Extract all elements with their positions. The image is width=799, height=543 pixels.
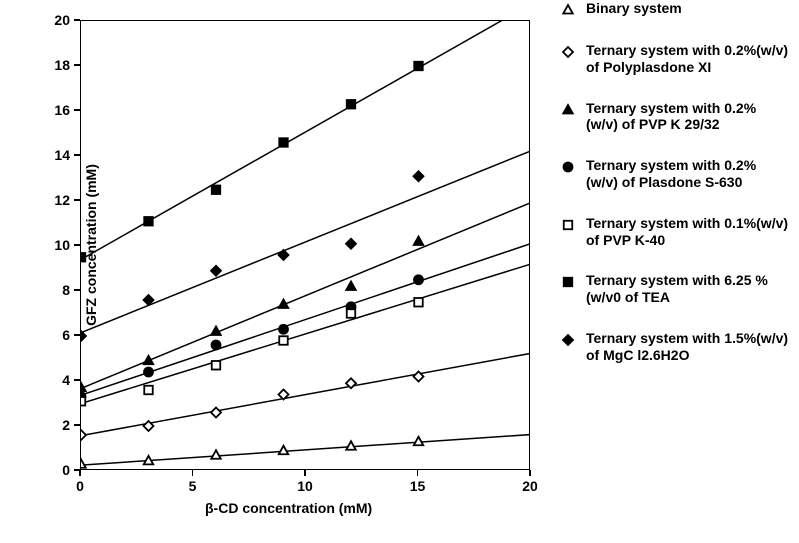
legend-marker-icon [560, 159, 576, 175]
series-marker [279, 325, 288, 334]
y-tick-label: 0 [40, 462, 70, 478]
series-marker [347, 309, 356, 318]
y-tick-label: 4 [40, 372, 70, 388]
series-marker [212, 361, 221, 370]
y-tick-label: 2 [40, 417, 70, 433]
legend-label: Binary system [586, 0, 790, 17]
y-tick-label: 20 [40, 12, 70, 28]
legend-marker-icon [560, 332, 576, 348]
y-tick [74, 289, 80, 291]
series-marker [279, 336, 288, 345]
legend-item: Ternary system with 0.2% (w/v) of PVP K … [560, 100, 790, 134]
y-tick [74, 109, 80, 111]
series-marker [211, 266, 221, 276]
series-marker [414, 275, 423, 284]
series-marker [212, 341, 221, 350]
series-marker [144, 356, 154, 365]
plot-svg [81, 21, 530, 470]
series-marker [346, 239, 356, 249]
series-trendline [81, 264, 530, 404]
x-axis-label: β-CD concentration (mM) [205, 500, 372, 516]
series-marker [81, 331, 86, 341]
y-tick-label: 6 [40, 327, 70, 343]
series-marker [279, 138, 288, 147]
legend-label: Ternary system with 0.2%(w/v) of Polypla… [586, 42, 790, 76]
legend: Binary system Ternary system with 0.2%(w/… [560, 0, 790, 388]
legend-label: Ternary system with 0.2% (w/v) of PVP K … [586, 100, 790, 134]
series-marker [414, 171, 424, 181]
series-marker [144, 217, 153, 226]
series-marker [144, 386, 153, 395]
legend-marker-icon [560, 274, 576, 290]
series-marker [346, 441, 356, 450]
legend-marker-icon [560, 217, 576, 233]
legend-label: Ternary system with 0.2% (w/v) of Plasdo… [586, 157, 790, 191]
x-tick-label: 10 [297, 478, 313, 494]
x-tick-label: 20 [522, 478, 538, 494]
series-marker [279, 300, 289, 309]
legend-label: Ternary system with 6.25 % (w/v0 of TEA [586, 272, 790, 306]
series-marker [414, 437, 424, 446]
y-tick [74, 244, 80, 246]
series-marker [144, 368, 153, 377]
series-marker [211, 450, 221, 459]
legend-item: Ternary system with 0.2%(w/v) of Polypla… [560, 42, 790, 76]
series-marker [211, 327, 221, 336]
legend-label: Ternary system with 0.1%(w/v) of PVP K-4… [586, 215, 790, 249]
x-tick [304, 470, 306, 476]
y-tick [74, 19, 80, 21]
legend-marker-icon [560, 2, 576, 18]
legend-item: Ternary system with 0.2% (w/v) of Plasdo… [560, 157, 790, 191]
x-tick-label: 15 [410, 478, 426, 494]
legend-label: Ternary system with 1.5%(w/v) of MgC l2.… [586, 330, 790, 364]
x-tick [192, 470, 194, 476]
y-tick [74, 334, 80, 336]
series-marker [279, 446, 289, 455]
series-marker [414, 298, 423, 307]
x-tick-label: 0 [76, 478, 84, 494]
series-marker [346, 282, 356, 291]
y-tick [74, 154, 80, 156]
series-marker [347, 100, 356, 109]
y-tick [74, 199, 80, 201]
x-tick [417, 470, 419, 476]
x-tick [529, 470, 531, 476]
y-tick [74, 424, 80, 426]
legend-item: Ternary system with 0.1%(w/v) of PVP K-4… [560, 215, 790, 249]
y-tick-label: 8 [40, 282, 70, 298]
series-marker [81, 430, 86, 440]
y-tick [74, 64, 80, 66]
plot-area [80, 20, 530, 470]
x-tick [79, 470, 81, 476]
chart-container: GFZ concentration (mM) β-CD concentratio… [0, 0, 799, 543]
x-tick-label: 5 [189, 478, 197, 494]
series-marker [212, 186, 221, 195]
y-tick-label: 12 [40, 192, 70, 208]
legend-item: Ternary system with 1.5%(w/v) of MgC l2.… [560, 330, 790, 364]
y-tick-label: 18 [40, 57, 70, 73]
y-tick-label: 10 [40, 237, 70, 253]
series-marker [81, 459, 86, 468]
y-axis-label: GFZ concentration (mM) [83, 164, 99, 326]
series-marker [144, 456, 154, 465]
legend-item: Binary system [560, 0, 790, 18]
legend-item: Ternary system with 6.25 % (w/v0 of TEA [560, 272, 790, 306]
series-marker [414, 237, 424, 246]
y-tick-label: 14 [40, 147, 70, 163]
legend-marker-icon [560, 44, 576, 60]
series-marker [414, 62, 423, 71]
legend-marker-icon [560, 102, 576, 118]
series-marker [81, 397, 85, 406]
y-tick-label: 16 [40, 102, 70, 118]
y-tick [74, 379, 80, 381]
series-marker [211, 408, 221, 418]
